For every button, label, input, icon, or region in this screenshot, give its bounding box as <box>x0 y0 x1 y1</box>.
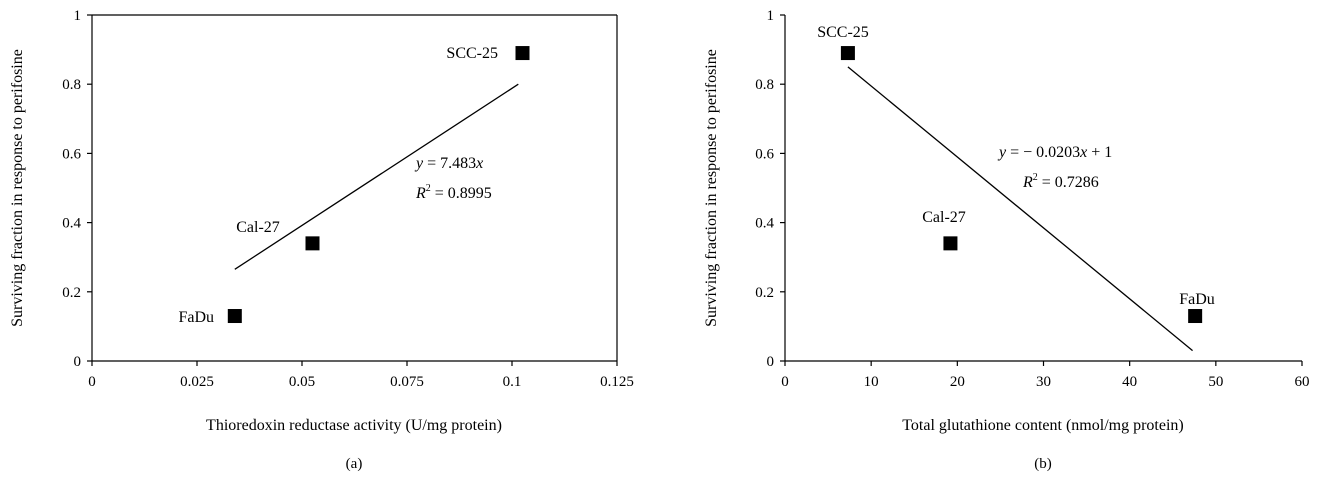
panel-b-trendline-group <box>847 66 1193 352</box>
panel-a-x-tick-label: 0.125 <box>600 374 634 390</box>
panel-a-trendline <box>234 83 519 270</box>
panel-b-caption: (b) <box>1034 456 1052 472</box>
panel-b-x-tick-label: 0 <box>781 374 789 390</box>
panel-b-ticks: 0 10 20 30 40 50 60 0 0.2 0.4 0.6 0.8 1 <box>755 8 1309 390</box>
panel-b-eq-lhs: y <box>997 144 1007 161</box>
panel-a-y-tick-label: 0.4 <box>62 216 81 232</box>
panel-b: 0 10 20 30 40 50 60 0 0.2 0.4 0.6 0.8 1 SCC-25 Cal-2… <box>703 8 1310 472</box>
panel-a-caption: (a) <box>346 456 363 472</box>
panel-a-x-tick-label: 0.025 <box>180 374 214 390</box>
panel-a-r-value: = 0.8995 <box>431 185 492 202</box>
panel-a-eq-rhs: = 7.483 <box>423 155 476 172</box>
panel-b-x-tick-label: 20 <box>950 374 965 390</box>
panel-b-r-label: R <box>1022 174 1033 191</box>
panel-a-y-tick-label: 0.6 <box>62 146 81 162</box>
panel-a-equation: y = 7.483x <box>414 155 483 172</box>
panel-a-trendline-group <box>234 83 519 270</box>
panel-b-y-tick-label: 0.6 <box>755 146 774 162</box>
panel-a-ylabel: Surviving fraction in response to perifo… <box>9 49 26 327</box>
panel-a-y-tick-label: 0.8 <box>62 77 81 93</box>
panel-a-x-tick-label: 0.075 <box>390 374 424 390</box>
panel-b-eq-rhs: = − 0.0203 <box>1006 144 1080 161</box>
panel-a-point-fadu <box>227 309 242 324</box>
panel-b-x-tick-label: 40 <box>1122 374 1137 390</box>
panel-b-y-tick-label: 0.4 <box>755 216 774 232</box>
panel-a-point-scc25 <box>515 46 530 61</box>
panel-a-point-label-fadu: FaDu <box>178 309 214 326</box>
panel-a-y-tick-label: 0.2 <box>62 285 81 301</box>
panel-a-eq-xvar: x <box>475 155 483 172</box>
panel-b-point-fadu <box>1188 309 1203 324</box>
panel-b-x-tick-label: 10 <box>864 374 879 390</box>
panel-a-points <box>227 46 530 324</box>
panel-b-x-tick-label: 60 <box>1295 374 1310 390</box>
panel-b-trendline <box>847 66 1193 352</box>
panel-b-r-squared: R2 = 0.7286 <box>1022 172 1099 191</box>
panel-b-point-cal27 <box>943 236 958 251</box>
panel-a-x-tick-label: 0.1 <box>503 374 522 390</box>
panel-b-r-sup: 2 <box>1033 172 1038 183</box>
panel-a-ticks: 0 0.025 0.05 0.075 0.1 0.125 0 0.2 0.4 0.6 0.8 1 <box>62 8 634 390</box>
panel-b-eq-xvar: x <box>1079 144 1087 161</box>
panel-b-equation: y = − 0.0203x + 1 <box>997 144 1112 161</box>
panel-b-x-tick-label: 50 <box>1208 374 1223 390</box>
panel-a-x-tick-label: 0.05 <box>289 374 315 390</box>
panel-a-point-cal27 <box>305 236 320 251</box>
panel-a-point-label-scc25: SCC-25 <box>446 45 498 62</box>
panel-b-y-tick-label: 0.2 <box>755 285 774 301</box>
panel-b-ylabel: Surviving fraction in response to perifo… <box>703 49 720 327</box>
panel-b-r-value: = 0.7286 <box>1038 174 1099 191</box>
panel-b-y-tick-label: 1 <box>767 8 775 24</box>
panel-b-xlabel: Total glutathione content (nmol/mg prote… <box>902 417 1183 434</box>
panel-a-r-sup: 2 <box>426 183 431 194</box>
panel-a-y-tick-label: 1 <box>74 8 82 24</box>
panel-b-y-tick-label: 0 <box>767 354 775 370</box>
panel-b-point-label-scc25: SCC-25 <box>817 24 869 41</box>
panel-a-r-label: R <box>415 185 426 202</box>
panel-b-x-tick-label: 30 <box>1036 374 1051 390</box>
panel-a-eq-lhs: y <box>414 155 424 172</box>
panel-b-point-label-cal27: Cal-27 <box>922 209 966 226</box>
panel-a-y-tick-label: 0 <box>74 354 82 370</box>
panel-a-point-label-cal27: Cal-27 <box>236 219 280 236</box>
panel-b-point-scc25 <box>840 46 855 61</box>
panel-b-y-tick-label: 0.8 <box>755 77 774 93</box>
panel-a: 0 0.025 0.05 0.075 0.1 0.125 0 0.2 0.4 0.6 0.8 1 SC… <box>9 8 634 472</box>
panel-b-points <box>840 46 1203 324</box>
panel-a-x-tick-label: 0 <box>88 374 96 390</box>
panel-a-xlabel: Thioredoxin reductase activity (U/mg pro… <box>206 417 502 434</box>
panel-b-eq-tail: + 1 <box>1087 144 1112 161</box>
panel-b-point-label-fadu: FaDu <box>1179 291 1215 308</box>
panel-a-r-squared: R2 = 0.8995 <box>415 183 492 202</box>
